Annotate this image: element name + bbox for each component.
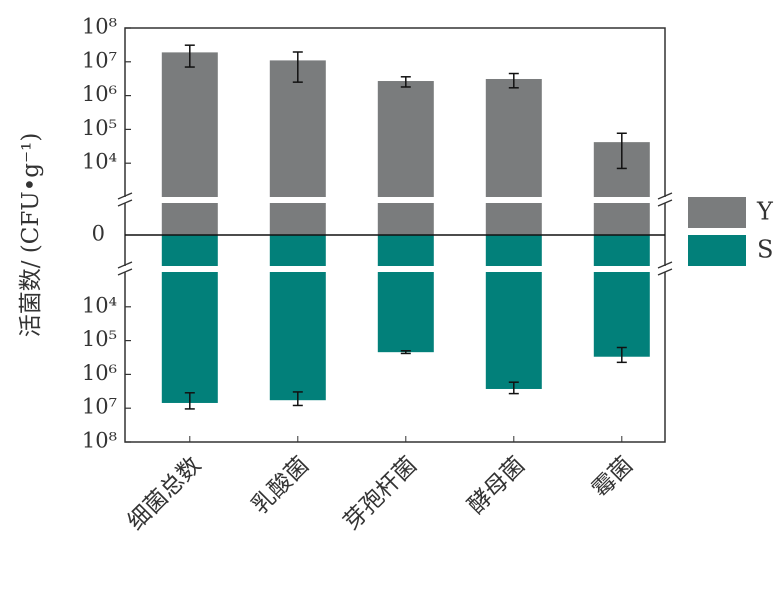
y-tick-label: 0	[92, 222, 105, 246]
bar	[485, 235, 542, 389]
bar	[269, 235, 326, 401]
y-tick-label: 10⁵	[82, 116, 117, 140]
bar	[269, 60, 326, 236]
x-tick-label: 酵母菌	[463, 452, 530, 519]
bar	[485, 78, 542, 235]
break-mark	[657, 261, 673, 269]
x-tick-label: 霉菌	[587, 452, 638, 503]
y-tick-label: 10⁸	[82, 15, 117, 39]
bar	[377, 235, 434, 353]
x-tick-label: 细菌总数	[123, 452, 206, 535]
legend-label: Y	[756, 198, 774, 226]
break-mark	[117, 192, 133, 200]
y-tick-label: 10⁶	[82, 361, 117, 385]
bar	[161, 52, 218, 235]
bar	[161, 235, 218, 403]
y-tick-label: 10⁶	[82, 82, 117, 106]
legend-swatch	[688, 235, 746, 266]
break-mark	[657, 199, 673, 207]
x-tick-label: 芽孢杆菌	[339, 452, 422, 535]
bar	[593, 235, 650, 357]
break-mark	[117, 199, 133, 207]
axis-break	[117, 266, 673, 272]
break-mark	[117, 268, 133, 276]
y-tick-label: 10⁷	[82, 48, 117, 72]
legend-swatch	[688, 197, 746, 228]
y-tick-label: 10⁴	[82, 293, 117, 317]
x-tick-label: 乳酸菌	[247, 452, 314, 519]
legend-label: S	[757, 236, 773, 264]
y-tick-label: 10⁵	[82, 327, 117, 351]
break-mark	[117, 261, 133, 269]
bar	[377, 81, 434, 236]
y-tick-label: 10⁷	[82, 395, 117, 419]
y-axis-label: 活菌数/ (CFU•g⁻¹)	[18, 133, 44, 338]
y-tick-label: 10⁴	[82, 150, 117, 174]
axis-break	[117, 197, 673, 203]
break-mark	[657, 268, 673, 276]
break-mark	[657, 192, 673, 200]
y-tick-label: 10⁸	[82, 429, 117, 453]
